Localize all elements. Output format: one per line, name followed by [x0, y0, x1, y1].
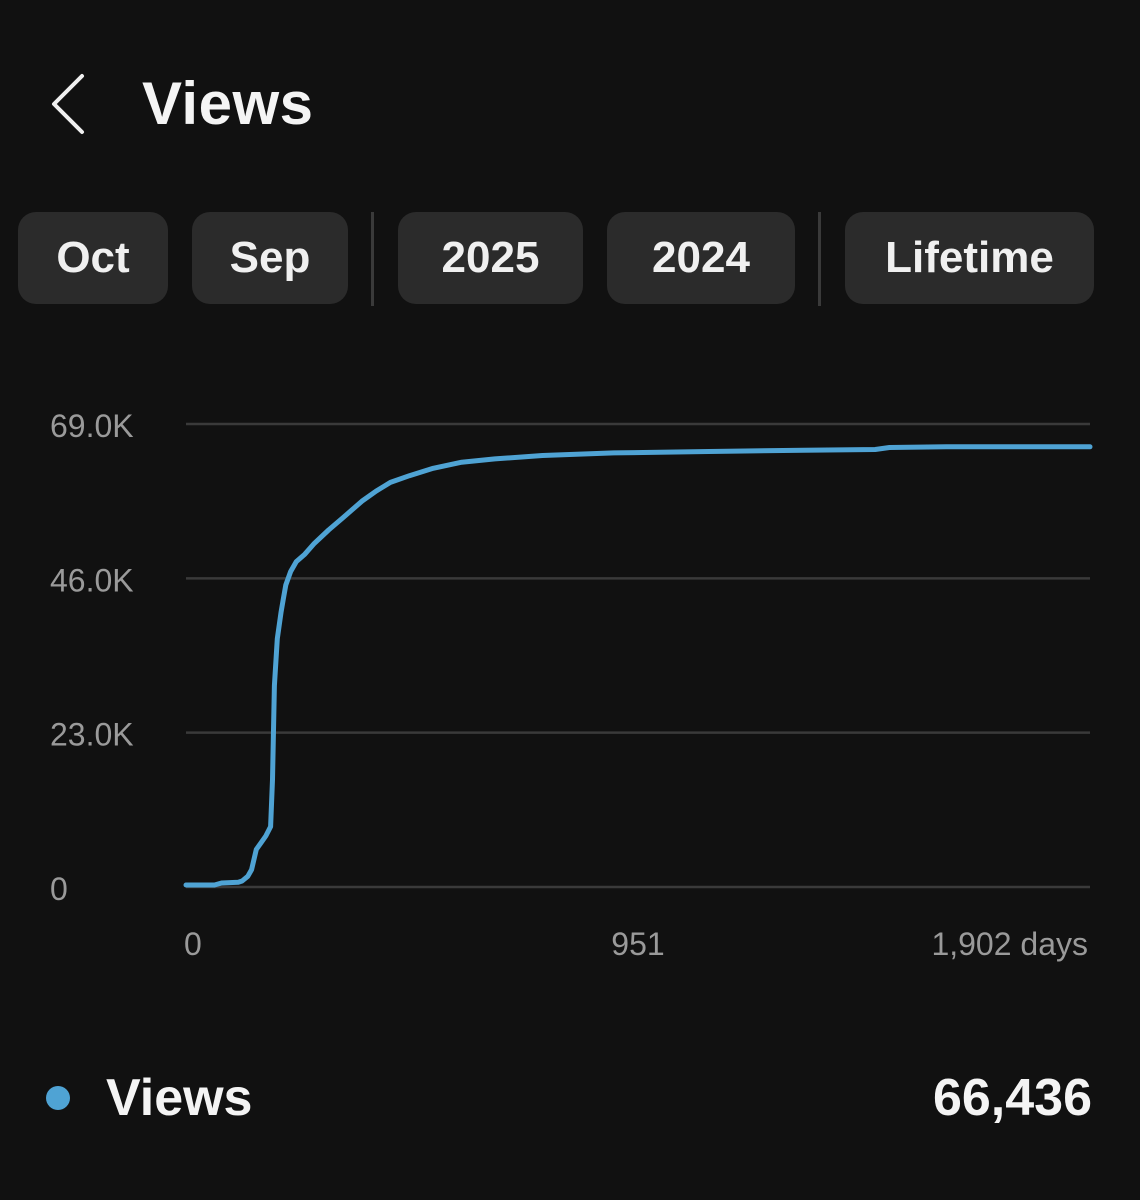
- legend-dot: [46, 1086, 70, 1110]
- x-tick-label: 0: [184, 926, 202, 962]
- filter-chip-sep[interactable]: Sep: [192, 212, 348, 304]
- views-line-chart: 0 23.0K 46.0K 69.0K 0 951 1,902 days: [50, 408, 1093, 962]
- back-button[interactable]: [40, 66, 100, 142]
- x-tick-label: 951: [611, 926, 664, 962]
- y-tick-label: 23.0K: [50, 717, 134, 753]
- filter-chip-oct[interactable]: Oct: [18, 212, 168, 304]
- x-tick-label: 1,902 days: [931, 926, 1088, 962]
- filter-chip-2025[interactable]: 2025: [398, 212, 583, 304]
- filter-divider: [371, 212, 374, 306]
- legend: Views 66,436: [0, 1056, 1140, 1140]
- filter-chip-lifetime[interactable]: Lifetime: [845, 212, 1094, 304]
- header: Views: [0, 0, 1140, 200]
- legend-label: Views: [106, 1069, 253, 1127]
- period-filter-bar: Oct Sep 2025 2024 Lifetime: [0, 212, 1140, 306]
- filter-divider: [818, 212, 821, 306]
- y-tick-label: 69.0K: [50, 408, 134, 444]
- series-line-views: [183, 444, 1093, 888]
- y-tick-label: 0: [50, 871, 68, 907]
- chevron-left-icon: [52, 74, 84, 134]
- page-title: Views: [142, 70, 314, 137]
- y-tick-label: 46.0K: [50, 562, 134, 598]
- filter-chip-2024[interactable]: 2024: [607, 212, 795, 304]
- views-chart: 0 23.0K 46.0K 69.0K 0 951 1,902 days: [0, 380, 1140, 980]
- legend-total-value: 66,436: [932, 1069, 1092, 1127]
